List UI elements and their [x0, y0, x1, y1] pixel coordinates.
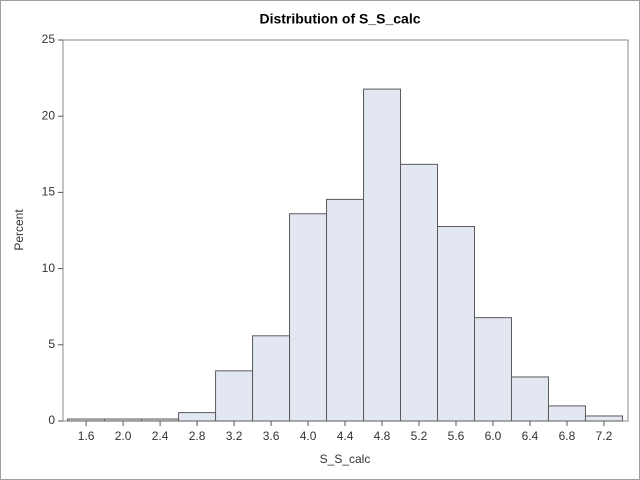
x-tick-label: 3.2: [226, 429, 243, 443]
bar: [363, 88, 402, 422]
bar: [584, 415, 623, 422]
x-tick-label: 2.0: [115, 429, 132, 443]
x-tick-label: 5.2: [411, 429, 428, 443]
bar: [289, 213, 328, 422]
y-axis-label: Percent: [12, 209, 26, 251]
bar: [326, 198, 365, 422]
x-tick-label: 6.8: [559, 429, 576, 443]
x-tick-label: 5.6: [448, 429, 465, 443]
x-tick-label: 4.4: [337, 429, 354, 443]
bar: [178, 412, 217, 422]
bar: [104, 418, 143, 422]
y-tick-label: 0: [48, 413, 55, 427]
x-tick-label: 4.8: [374, 429, 391, 443]
bar: [252, 335, 291, 422]
bar: [141, 418, 180, 422]
bar: [510, 376, 549, 422]
y-tick-label: 20: [42, 108, 56, 122]
chart-title: Distribution of S_S_calc: [259, 11, 420, 27]
bar: [547, 405, 586, 422]
bar: [67, 418, 106, 422]
bar: [215, 370, 254, 422]
x-tick-label: 3.6: [263, 429, 280, 443]
x-tick-label: 1.6: [78, 429, 95, 443]
y-tick-label: 5: [48, 337, 55, 351]
x-tick-label: 2.4: [152, 429, 169, 443]
x-tick-label: 2.8: [189, 429, 206, 443]
y-tick-label: 10: [42, 261, 56, 275]
x-tick-label: 7.2: [596, 429, 613, 443]
y-tick-label: 15: [42, 185, 56, 199]
y-tick-label: 25: [42, 32, 56, 46]
x-axis-label: S_S_calc: [320, 452, 371, 466]
x-tick-label: 6.4: [522, 429, 539, 443]
x-tick-label: 4.0: [300, 429, 317, 443]
bar: [400, 163, 439, 422]
x-tick-label: 6.0: [485, 429, 502, 443]
bar: [437, 226, 475, 422]
bar: [473, 317, 512, 422]
